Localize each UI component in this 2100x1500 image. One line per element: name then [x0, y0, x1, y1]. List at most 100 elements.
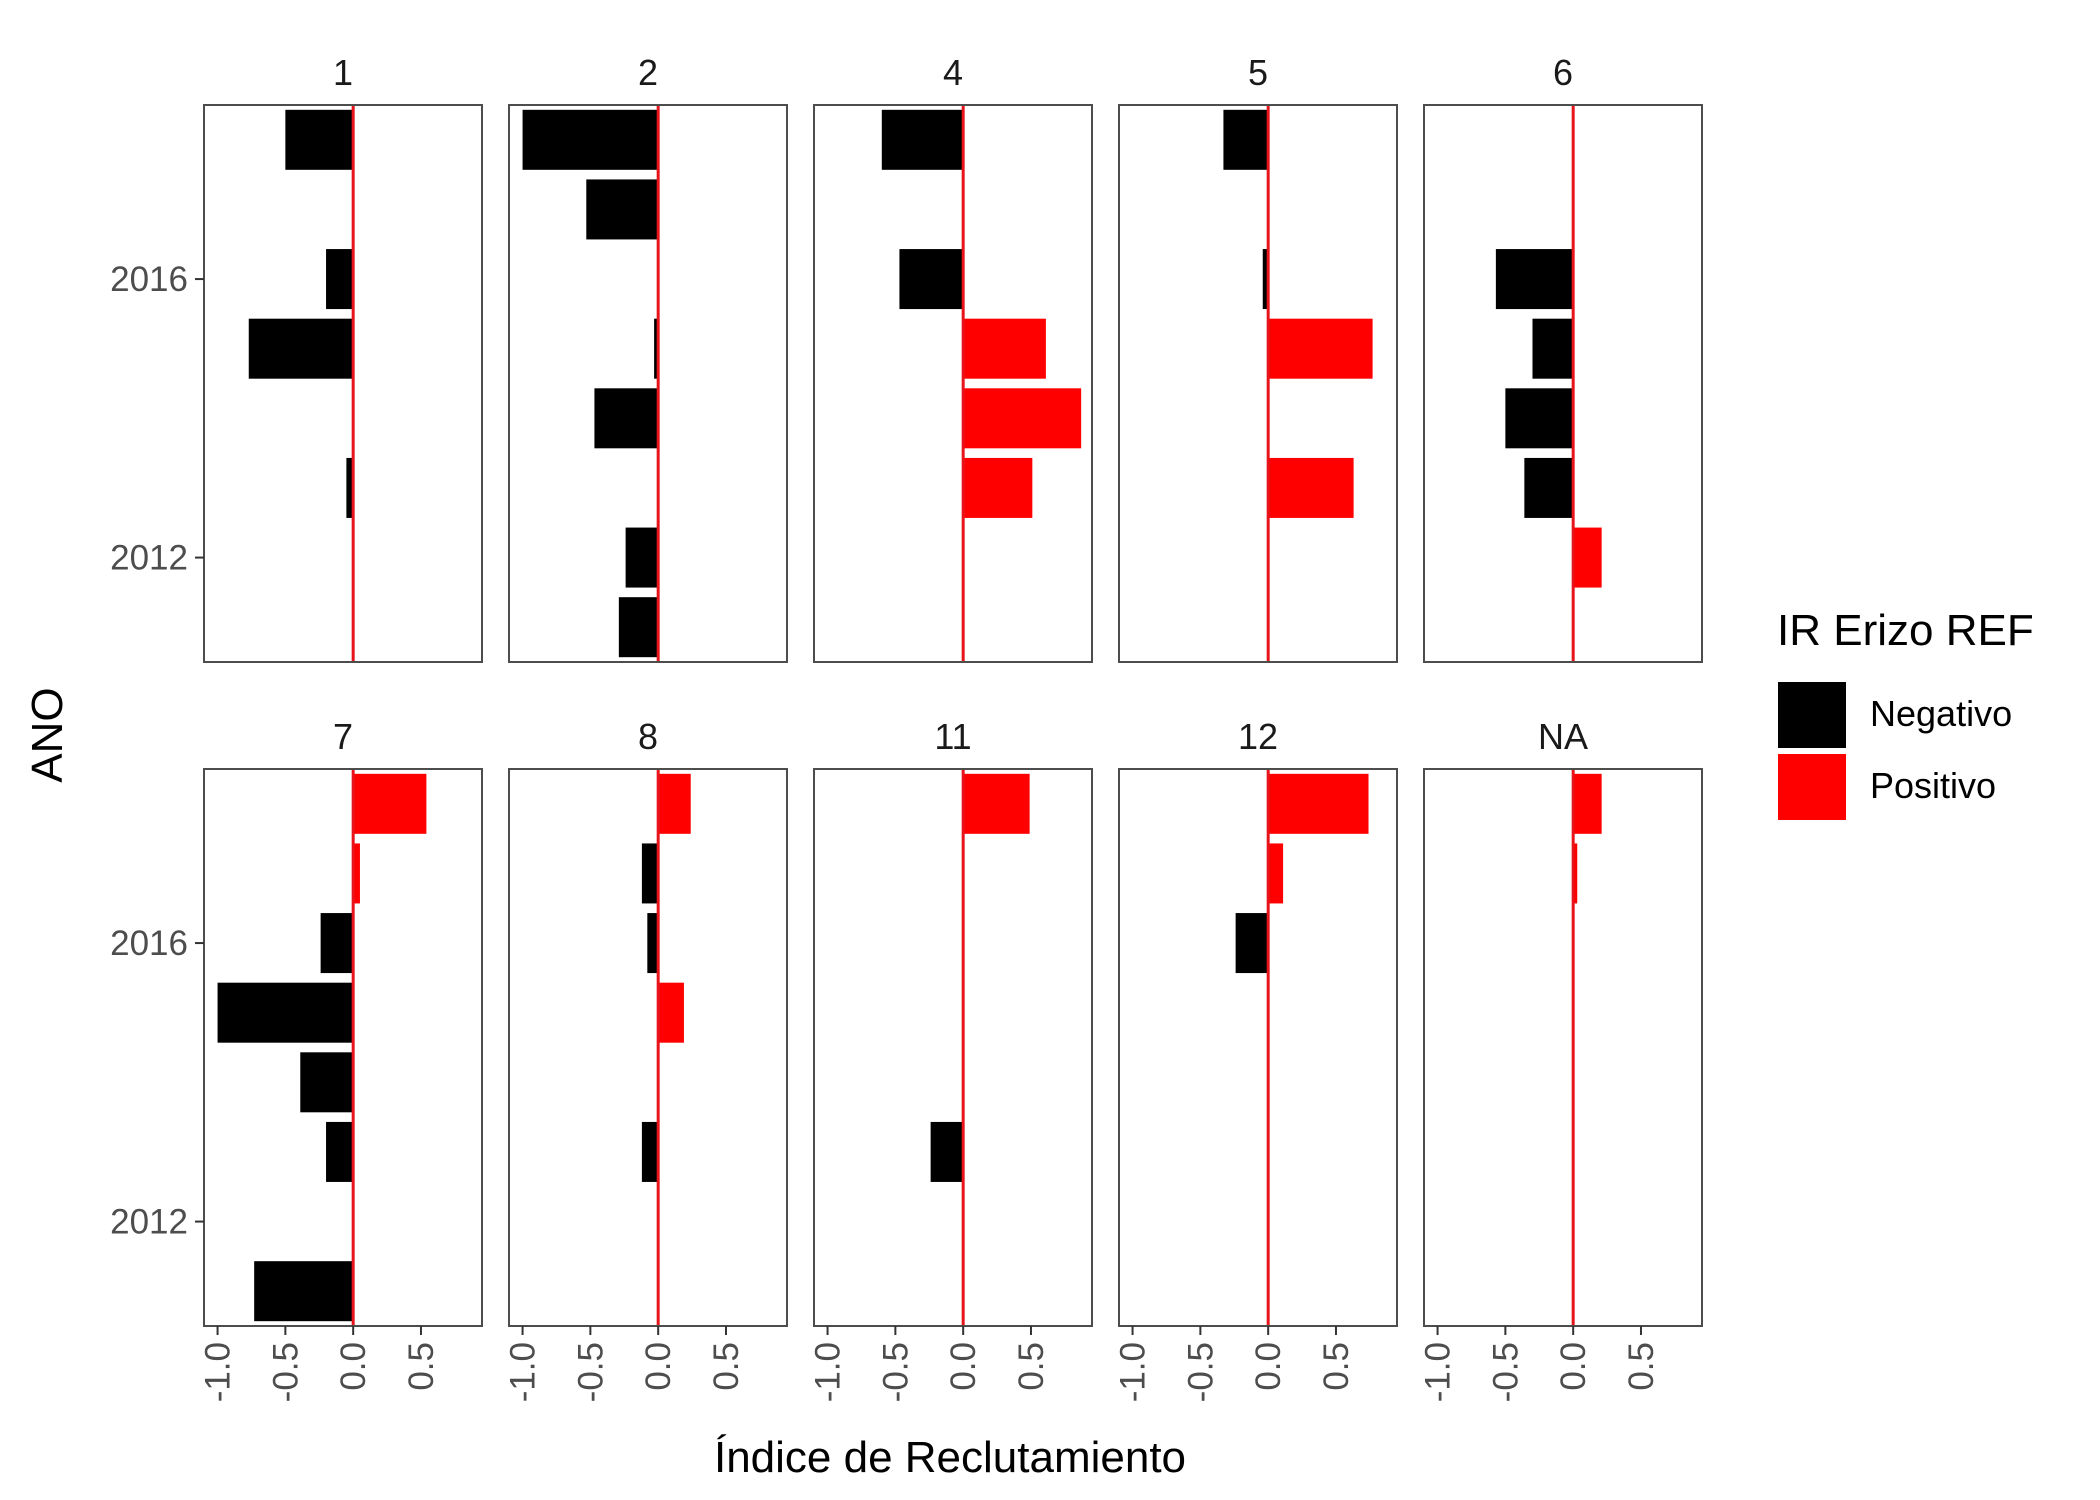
x-tick-label: -1.0: [1419, 1342, 1458, 1402]
x-tick-label: -0.5: [876, 1342, 915, 1402]
x-tick-label: 0.0: [639, 1342, 678, 1391]
facet-panel-11: 11 -1.0 -0.5 0.0 0.5: [809, 716, 1093, 1402]
x-tick-label: 0.0: [334, 1342, 373, 1391]
bar-11-2018: [963, 773, 1030, 834]
bar-8-2013: [641, 1121, 659, 1182]
bar-8-2015: [658, 982, 684, 1043]
x-tick-label: -0.5: [571, 1342, 610, 1402]
bar-2-2017: [586, 179, 659, 240]
facet-panel-2: 2: [508, 52, 788, 663]
bar-1-2015: [248, 318, 354, 379]
bar-5-2013: [1268, 457, 1354, 518]
bar-2-2011: [618, 597, 659, 658]
bar-5-2018: [1223, 109, 1269, 170]
bar-1-2018: [285, 109, 354, 170]
facet-label: 2: [638, 52, 658, 93]
panel-border: [508, 768, 788, 1327]
bar-5-2016: [1262, 249, 1269, 310]
x-axis-title: Índice de Reclutamiento: [714, 1433, 1186, 1482]
bar-6-2016: [1495, 249, 1574, 310]
legend-label-negativo: Negativo: [1870, 693, 2012, 734]
facet-panel-8: 8 -1.0 -0.5 0.0 0.5: [504, 716, 788, 1402]
facet-panel-4: 4: [813, 52, 1093, 663]
bar-4-2016: [899, 249, 964, 310]
panel-border: [203, 104, 483, 663]
bar-6-2015: [1532, 318, 1574, 379]
bar-12-2018: [1268, 773, 1369, 834]
bar-4-2013: [963, 457, 1033, 518]
y-tick-label: 2016: [110, 924, 188, 963]
panel-border: [1118, 104, 1398, 663]
bar-5-2015: [1268, 318, 1373, 379]
x-tick-label: -1.0: [1114, 1342, 1153, 1402]
bar-1-2013: [346, 457, 354, 518]
bar-1-2016: [326, 249, 354, 310]
facet-panel-6: 6: [1423, 52, 1703, 663]
legend-title: IR Erizo REF: [1777, 606, 2034, 655]
panel-background: [1119, 105, 1397, 662]
panel-border: [1118, 768, 1398, 1327]
bar-6-2012: [1573, 527, 1602, 588]
panel-background: [814, 769, 1092, 1326]
facet-label: 1: [333, 52, 353, 93]
bar-2-2012: [625, 527, 659, 588]
bar-7-2011: [254, 1261, 354, 1322]
x-tick-label: 0.5: [1012, 1342, 1051, 1391]
facet-label: 12: [1238, 716, 1278, 757]
x-tick-label: 0.5: [1622, 1342, 1661, 1391]
bar-2-2018: [522, 109, 659, 170]
legend-label-positivo: Positivo: [1870, 765, 1996, 806]
x-tick-label: 0.0: [944, 1342, 983, 1391]
bar-2-2015: [654, 318, 659, 379]
panel-background: [204, 769, 482, 1326]
y-tick-label: 2016: [110, 260, 188, 299]
facet-panel-7: 7 2012 2016 -1.0 -0.5 0.0 0.5: [110, 716, 483, 1402]
x-tick-label: -1.0: [809, 1342, 848, 1402]
facet-label: 5: [1248, 52, 1268, 93]
facet-panels: 1 2012 2016 2 4 5 6 7 2012 2016 -1.0 -0.5 0.0 0.5 8 -1.…: [110, 52, 1703, 1402]
x-tick-label: 0.5: [707, 1342, 746, 1391]
bar-8-2018: [658, 773, 691, 834]
x-tick-label: -1.0: [199, 1342, 238, 1402]
legend-key-positivo: [1778, 754, 1846, 820]
bar-NA-2017: [1573, 843, 1578, 904]
facet-label: 7: [333, 716, 353, 757]
bar-12-2017: [1268, 843, 1284, 904]
y-tick-label: 2012: [110, 1203, 188, 1242]
bar-8-2016: [647, 913, 659, 974]
facet-panel-5: 5: [1118, 52, 1398, 663]
x-tick-label: 0.0: [1249, 1342, 1288, 1391]
panel-border: [813, 768, 1093, 1327]
facet-label: 8: [638, 716, 658, 757]
panel-background: [1424, 105, 1702, 662]
x-tick-label: 0.0: [1554, 1342, 1593, 1391]
bar-7-2017: [353, 843, 360, 904]
x-tick-label: -0.5: [1181, 1342, 1220, 1402]
x-tick-label: -0.5: [1486, 1342, 1525, 1402]
panel-background: [1424, 769, 1702, 1326]
bar-11-2013: [930, 1121, 964, 1182]
facet-label: 6: [1553, 52, 1573, 93]
bar-NA-2018: [1573, 773, 1602, 834]
panel-background: [204, 105, 482, 662]
y-axis-title: ANO: [23, 687, 72, 782]
x-tick-label: 0.5: [402, 1342, 441, 1391]
bar-6-2013: [1524, 457, 1574, 518]
bar-4-2018: [881, 109, 964, 170]
bar-4-2015: [963, 318, 1046, 379]
bar-7-2013: [326, 1121, 354, 1182]
x-tick-label: -0.5: [266, 1342, 305, 1402]
bar-7-2015: [217, 982, 354, 1043]
panel-background: [814, 105, 1092, 662]
panel-border: [203, 768, 483, 1327]
facet-label: 4: [943, 52, 963, 93]
bar-4-2014: [963, 388, 1082, 449]
legend: IR Erizo REF Negativo Positivo: [1777, 606, 2034, 820]
x-tick-label: -1.0: [504, 1342, 543, 1402]
panel-background: [1119, 769, 1397, 1326]
bar-7-2016: [320, 913, 354, 974]
panel-border: [508, 104, 788, 663]
panel-border: [1423, 104, 1703, 663]
y-tick-label: 2012: [110, 539, 188, 578]
